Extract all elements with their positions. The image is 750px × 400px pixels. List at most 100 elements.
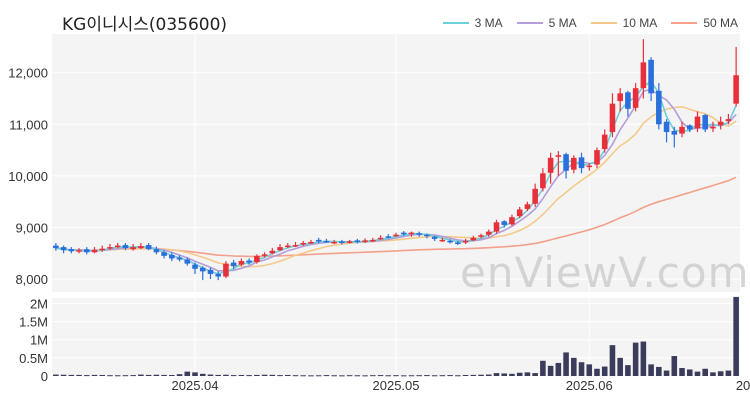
volume-bar <box>339 375 345 377</box>
candle-body <box>122 245 129 249</box>
candle-body <box>238 261 245 265</box>
candle-body <box>455 242 461 244</box>
volume-bar <box>462 374 469 376</box>
volume-bar <box>725 370 732 376</box>
candle-body <box>138 246 144 249</box>
candle-body <box>702 115 708 130</box>
candle-body <box>207 269 214 274</box>
candle-body <box>656 90 662 125</box>
candle-body <box>640 62 647 89</box>
volume-bar <box>501 373 508 376</box>
date-tick-label: 2025.06 <box>566 378 613 393</box>
volume-bar <box>400 375 407 377</box>
candle-body <box>400 232 407 235</box>
legend-swatch <box>590 22 617 24</box>
volume-tick-label: 2M <box>30 296 48 311</box>
candle-body <box>462 240 469 243</box>
volume-bar <box>702 368 708 376</box>
volume-bar <box>192 372 198 376</box>
volume-bar <box>555 362 562 376</box>
legend-item-ma5: 5 MA <box>516 16 577 30</box>
volume-bar <box>308 375 314 377</box>
candle-body <box>733 75 739 104</box>
date-tick-label: 2025.07 <box>736 378 750 393</box>
legend-swatch <box>671 22 698 24</box>
candle-body <box>99 248 106 251</box>
volume-bar <box>717 371 724 376</box>
candle-body <box>169 254 175 259</box>
candle-body <box>671 131 678 135</box>
candle-body <box>176 257 183 260</box>
volume-bar <box>431 375 438 377</box>
candle-body <box>91 249 98 253</box>
volume-tick-label: 0.5M <box>19 351 48 366</box>
price-tick-label: 12,000 <box>8 66 48 81</box>
volume-bar <box>370 375 376 377</box>
volume-bar <box>60 374 67 376</box>
volume-bar <box>207 374 214 376</box>
candle-body <box>594 150 600 165</box>
volume-bar <box>485 374 492 376</box>
volume-bar <box>447 375 453 377</box>
volume-bar <box>284 374 291 376</box>
volume-bar <box>594 368 600 376</box>
candle-body <box>323 240 330 243</box>
volume-bar <box>300 375 307 377</box>
candle-body <box>199 267 206 272</box>
candle-body <box>246 260 252 263</box>
candle-body <box>555 155 562 157</box>
volume-bar <box>648 364 654 376</box>
volume-bar <box>385 375 392 377</box>
volume-bar <box>656 366 662 376</box>
candle-body <box>354 240 361 242</box>
candle-body <box>431 236 438 239</box>
candle-body <box>362 240 368 242</box>
volume-bar <box>532 373 538 376</box>
candle-body <box>114 245 121 248</box>
volume-bar <box>609 345 616 376</box>
volume-bar <box>632 342 639 376</box>
volume-bar <box>346 375 353 377</box>
legend-swatch <box>442 22 469 24</box>
candle-body <box>192 264 198 269</box>
candle-body <box>76 250 82 252</box>
candle-body <box>254 255 260 263</box>
candle-body <box>540 173 546 189</box>
candle-body <box>571 157 577 170</box>
volume-bar <box>153 374 160 376</box>
volume-bar <box>516 372 523 376</box>
candle-body <box>53 245 59 249</box>
candle-body <box>617 93 623 102</box>
volume-bar <box>99 374 106 376</box>
volume-bar <box>478 374 484 376</box>
candle-body <box>130 247 136 250</box>
candle-body <box>385 236 392 238</box>
volume-tick-label: 1M <box>30 333 48 348</box>
candle-body <box>447 240 453 243</box>
candle-body <box>315 239 322 242</box>
candle-body <box>663 121 670 133</box>
volume-bar <box>710 372 716 376</box>
volume-bar <box>547 365 554 376</box>
volume-bar <box>663 370 670 376</box>
volume-bar <box>424 375 430 377</box>
candle-body <box>300 242 307 245</box>
volume-bar <box>184 371 191 376</box>
candle-body <box>393 234 399 237</box>
candle-body <box>485 231 492 235</box>
volume-bar <box>362 375 368 377</box>
candle-body <box>145 245 152 250</box>
volume-bar <box>84 375 90 377</box>
volume-bar <box>439 375 446 377</box>
volume-bar <box>130 375 136 377</box>
candle-body <box>230 262 237 267</box>
candle-body <box>478 235 484 237</box>
volume-bar <box>493 373 500 376</box>
legend-label: 50 MA <box>703 16 738 30</box>
volume-bar <box>601 366 608 376</box>
volume-bar <box>238 374 245 376</box>
candle-body <box>377 237 384 240</box>
candle-body <box>509 217 515 225</box>
volume-bar <box>114 375 121 377</box>
